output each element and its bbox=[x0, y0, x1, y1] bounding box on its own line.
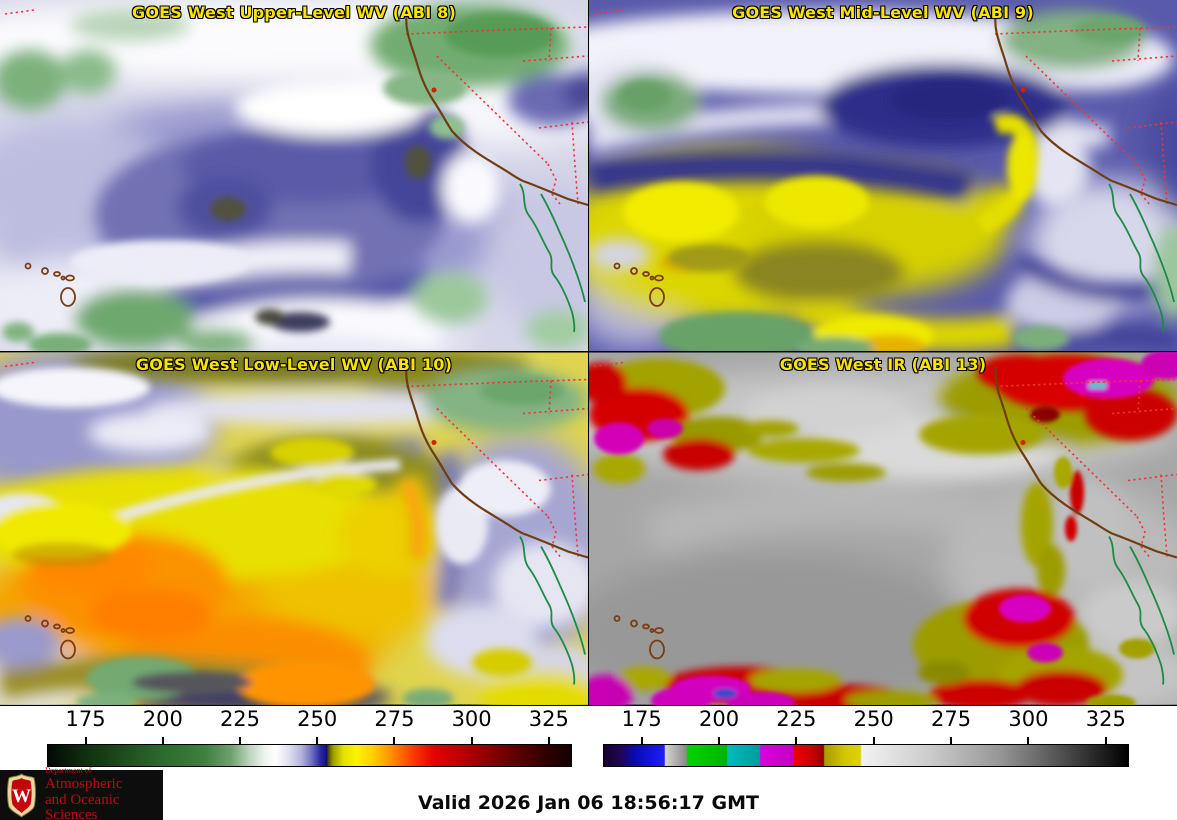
cold-cloud-specks bbox=[594, 352, 1177, 705]
ir-colorbar-gradient bbox=[603, 744, 1129, 767]
uw-crest-icon: W bbox=[7, 772, 36, 818]
logo-line1: Atmospheric bbox=[45, 776, 123, 792]
panel-low-level-wv: GOES West Low-Level WV (ABI 10) bbox=[0, 352, 588, 705]
colorbar-tick bbox=[316, 737, 319, 744]
moisture-details bbox=[619, 16, 1145, 351]
colorbar-tick bbox=[470, 737, 473, 744]
colorbar-tick-label: 225 bbox=[219, 707, 261, 731]
colorbar-tick-label: 175 bbox=[621, 707, 662, 731]
colorbar-tick-label: 300 bbox=[451, 707, 492, 731]
low-level-wv-satellite-image bbox=[0, 352, 588, 705]
colorbar-tick-label: 200 bbox=[142, 707, 183, 731]
colorbar-tick-label: 175 bbox=[65, 707, 106, 731]
colorbar-tick bbox=[161, 737, 164, 744]
colorbar-tick bbox=[1027, 737, 1030, 744]
colorbar-tick-label: 225 bbox=[776, 707, 817, 731]
colorbar-tick bbox=[872, 737, 875, 744]
svg-text:W: W bbox=[12, 786, 31, 807]
colorbar-tick-label: 250 bbox=[297, 707, 338, 731]
colorbar-tick-label: 325 bbox=[528, 707, 569, 731]
colorbar-tick bbox=[547, 737, 550, 744]
colorbar-tick bbox=[84, 737, 87, 744]
aos-department-logo: W Department of Atmospheric and Oceanic … bbox=[0, 767, 163, 820]
colorbar-tick-label: 325 bbox=[1085, 707, 1126, 731]
mid-level-wv-satellite-image bbox=[589, 0, 1177, 351]
colorbar-tick-label: 250 bbox=[853, 707, 894, 731]
panel-grid: GOES West Upper-Level WV (ABI 8) bbox=[0, 0, 1177, 706]
wv-colorbar: 175 200 225 250 275 300 325 bbox=[47, 706, 572, 768]
panel-ir: GOES West IR (ABI 13) bbox=[589, 352, 1177, 705]
colorbar-tick bbox=[950, 737, 953, 744]
colorbar-tick-label: 300 bbox=[1008, 707, 1049, 731]
valid-time-label: Valid 2026 Jan 06 18:56:17 GMT bbox=[418, 792, 759, 814]
panel-upper-level-wv: GOES West Upper-Level WV (ABI 8) bbox=[0, 0, 588, 351]
logo-dept-line: Department of bbox=[45, 766, 92, 775]
colorbar-tick bbox=[238, 737, 241, 744]
footer: W Department of Atmospheric and Oceanic … bbox=[0, 767, 1177, 820]
upper-level-wv-satellite-image bbox=[0, 0, 588, 351]
colorbar-strip: 175 200 225 250 275 300 325 175 200 225 … bbox=[0, 706, 1177, 768]
colorbar-tick-label: 275 bbox=[374, 707, 415, 731]
colorbar-tick bbox=[640, 737, 643, 744]
ir-satellite-image bbox=[589, 352, 1177, 705]
panel-mid-level-wv: GOES West Mid-Level WV (ABI 9) bbox=[589, 0, 1177, 351]
colorbar-tick bbox=[393, 737, 396, 744]
colorbar-tick-label: 200 bbox=[698, 707, 740, 731]
ir-colorbar: 175 200 225 250 275 300 325 bbox=[603, 706, 1129, 768]
colorbar-tick-label: 275 bbox=[931, 707, 972, 731]
moisture-details bbox=[0, 367, 564, 705]
cold-cloud-tops bbox=[589, 354, 1177, 705]
colorbar-tick bbox=[1104, 737, 1107, 744]
logo-line2: and Oceanic Sciences bbox=[45, 792, 120, 820]
colorbar-tick bbox=[718, 737, 721, 744]
wv-colorbar-gradient bbox=[47, 744, 572, 767]
logo-text: Department of Atmospheric and Oceanic Sc… bbox=[45, 767, 163, 820]
moisture-details bbox=[2, 13, 555, 351]
colorbar-tick bbox=[795, 737, 798, 744]
